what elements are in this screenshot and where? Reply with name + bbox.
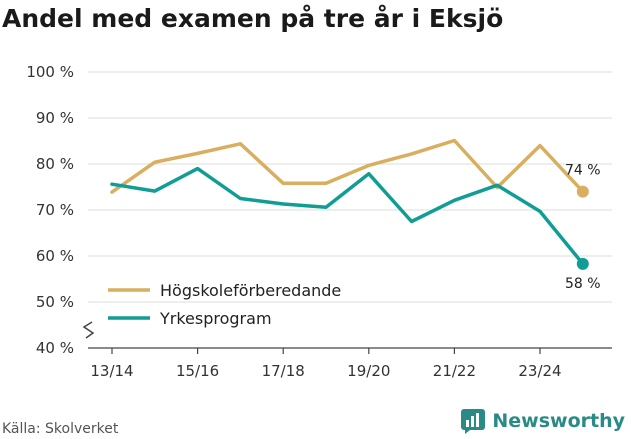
chart-title: Andel med examen på tre år i Eksjö [2, 4, 504, 33]
x-axis: 13/14 15/16 17/18 19/20 21/22 23/24 [88, 347, 612, 380]
newsworthy-logo-icon [461, 409, 486, 434]
axis-break-icon [82, 321, 95, 339]
y-tick-label: 100 % [26, 63, 74, 81]
y-tick-label: 40 % [36, 339, 74, 357]
series-line-hogskole [110, 138, 585, 194]
end-label-hogskole: 74 % [565, 163, 601, 179]
source-note: Källa: Skolverket [2, 421, 119, 437]
brand-name: Newsworthy [492, 410, 625, 432]
y-tick-label: 90 % [36, 109, 74, 127]
x-tick-label: 13/14 [90, 362, 133, 380]
x-tick-label: 17/18 [262, 362, 305, 380]
y-tick-label: 60 % [36, 247, 74, 265]
x-tick-label: 15/16 [176, 362, 219, 380]
x-tick-label: 19/20 [347, 362, 390, 380]
x-tick-label: 21/22 [433, 362, 476, 380]
end-point-yrkes [576, 257, 589, 270]
end-label-yrkes: 58 % [565, 276, 601, 292]
legend-label-yrkes: Yrkesprogram [159, 309, 272, 328]
end-point-hogskole [576, 185, 589, 198]
series-line-yrkes [110, 166, 585, 266]
series-lines: 74 % 58 % [110, 138, 601, 292]
legend: Högskoleförberedande Yrkesprogram [108, 281, 341, 328]
legend-label-hogskole: Högskoleförberedande [160, 281, 341, 300]
x-tick-label: 23/24 [518, 362, 561, 380]
brand-logo: Newsworthy [460, 408, 625, 434]
y-axis-ticks: 40 % 50 % 60 % 70 % 80 % 90 % 100 % [26, 63, 95, 357]
grid-lines [88, 71, 612, 303]
y-tick-label: 70 % [36, 201, 74, 219]
y-tick-label: 80 % [36, 155, 74, 173]
y-tick-label: 50 % [36, 293, 74, 311]
